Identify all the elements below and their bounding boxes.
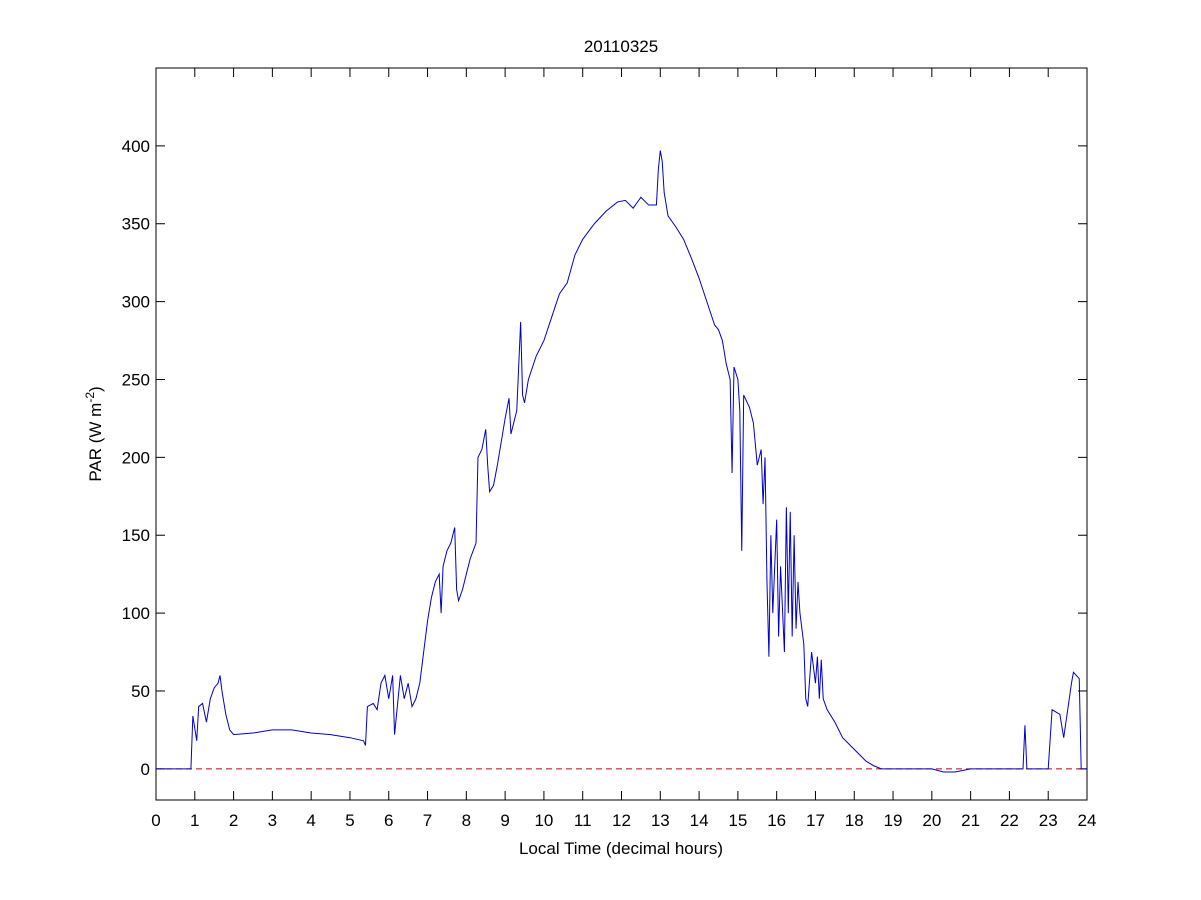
x-tick-label: 24 — [1078, 811, 1097, 830]
x-tick-label: 17 — [806, 811, 825, 830]
y-tick-label: 350 — [122, 215, 150, 234]
x-tick-label: 14 — [690, 811, 709, 830]
x-tick-label: 19 — [884, 811, 903, 830]
y-tick-label: 150 — [122, 526, 150, 545]
y-tick-label: 250 — [122, 370, 150, 389]
x-tick-label: 13 — [651, 811, 670, 830]
x-tick-label: 10 — [534, 811, 553, 830]
y-tick-label: 0 — [141, 760, 150, 779]
x-axis-label: Local Time (decimal hours) — [519, 839, 723, 858]
x-tick-label: 6 — [384, 811, 393, 830]
x-tick-label: 3 — [268, 811, 277, 830]
x-tick-label: 22 — [1000, 811, 1019, 830]
x-tick-label: 11 — [574, 811, 592, 830]
y-tick-label: 50 — [131, 682, 150, 701]
x-tick-label: 16 — [767, 811, 786, 830]
x-tick-label: 8 — [462, 811, 471, 830]
y-tick-label: 200 — [122, 448, 150, 467]
data-line — [156, 150, 1087, 773]
x-tick-label: 4 — [306, 811, 315, 830]
x-tick-label: 15 — [728, 811, 747, 830]
x-tick-label: 2 — [229, 811, 238, 830]
y-label-sup: -2 — [83, 392, 97, 403]
y-axis-label: PAR (W m-2) — [83, 386, 105, 481]
x-tick-label: 21 — [961, 811, 980, 830]
x-tick-label: 0 — [151, 811, 160, 830]
plot-area — [155, 67, 1088, 801]
chart-title: 20110325 — [584, 37, 658, 56]
y-label-text: PAR (W m — [86, 403, 105, 482]
y-label-suffix: ) — [86, 386, 105, 392]
x-tick-label: 5 — [345, 811, 354, 830]
y-tick-label: 300 — [122, 293, 150, 312]
x-tick-label: 7 — [423, 811, 432, 830]
x-tick-label: 23 — [1039, 811, 1058, 830]
x-tick-label: 18 — [845, 811, 864, 830]
y-tick-label: 100 — [122, 604, 150, 623]
x-tick-label: 12 — [612, 811, 631, 830]
x-tick-label: 1 — [190, 811, 199, 830]
y-tick-label: 400 — [122, 137, 150, 156]
x-tick-label: 20 — [922, 811, 941, 830]
x-tick-label: 9 — [500, 811, 509, 830]
